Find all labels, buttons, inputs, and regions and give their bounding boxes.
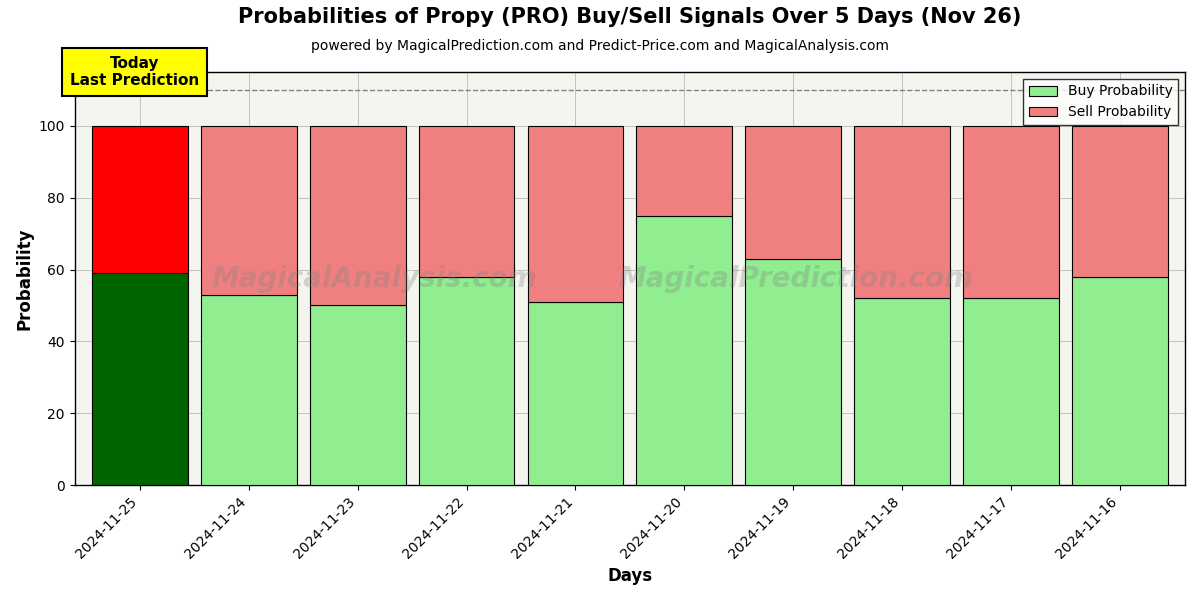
Text: Today
Last Prediction: Today Last Prediction: [70, 56, 199, 88]
Bar: [200, 295, 296, 485]
Text: powered by MagicalPrediction.com and Predict-Price.com and MagicalAnalysis.com: powered by MagicalPrediction.com and Pre…: [311, 39, 889, 53]
Bar: [636, 215, 732, 485]
Bar: [1072, 277, 1168, 485]
Bar: [200, 126, 296, 295]
Bar: [962, 298, 1058, 485]
Bar: [962, 126, 1058, 298]
Bar: [310, 305, 406, 485]
Text: MagicalPrediction.com: MagicalPrediction.com: [619, 265, 974, 293]
Bar: [854, 126, 950, 298]
Y-axis label: Probability: Probability: [16, 227, 34, 330]
Bar: [92, 126, 188, 273]
Bar: [528, 126, 623, 302]
Bar: [419, 277, 515, 485]
Bar: [419, 126, 515, 277]
Bar: [745, 126, 841, 259]
Title: Probabilities of Propy (PRO) Buy/Sell Signals Over 5 Days (Nov 26): Probabilities of Propy (PRO) Buy/Sell Si…: [238, 7, 1021, 28]
Bar: [745, 259, 841, 485]
Legend: Buy Probability, Sell Probability: Buy Probability, Sell Probability: [1024, 79, 1178, 125]
Text: MagicalAnalysis.com: MagicalAnalysis.com: [211, 265, 538, 293]
X-axis label: Days: Days: [607, 567, 653, 585]
Bar: [528, 302, 623, 485]
Bar: [92, 273, 188, 485]
Bar: [854, 298, 950, 485]
Bar: [310, 126, 406, 305]
Bar: [636, 126, 732, 215]
Bar: [1072, 126, 1168, 277]
